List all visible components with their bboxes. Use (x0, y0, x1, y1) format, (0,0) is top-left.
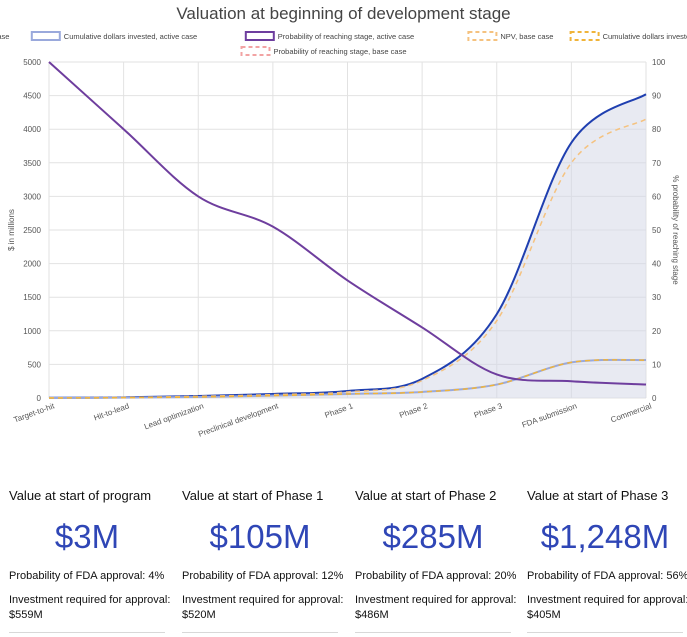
x-tick-label: Target-to-hit (12, 401, 56, 424)
legend-label: Probability of reaching stage, base case (274, 47, 407, 56)
y-tick-label: 5000 (23, 58, 41, 67)
y2-tick-label: 20 (652, 327, 661, 336)
legend-swatch (244, 31, 275, 41)
x-tick-label: Phase 2 (398, 401, 429, 420)
legend-label: Probability of reaching stage, active ca… (278, 32, 414, 41)
x-tick-label: Commercial (610, 401, 653, 424)
y2-tick-label: 70 (652, 159, 661, 168)
x-tick-label: FDA submission (521, 401, 578, 429)
card-title: Value at start of Phase 2 (355, 488, 497, 503)
y2-tick-label: 100 (652, 58, 666, 67)
series-line (48, 359, 647, 399)
legend-item: NPV, base case (467, 31, 553, 41)
legend-label: Cumulative dollars invested, base case (603, 32, 687, 41)
chart-svg: 0500100015002000250030003500400045005000… (0, 31, 687, 439)
card-value: $1,248M (540, 518, 670, 555)
legend-item: Cumulative dollars invested, active case (30, 31, 197, 41)
card-start-of-program: Value at start of program $3M Probabilit… (9, 478, 170, 637)
card-investment-value: $520M (182, 609, 216, 621)
y2-tick-label: 0 (652, 394, 657, 403)
card-start-of-phase-1: Value at start of Phase 1 $105M Probabil… (182, 478, 343, 637)
card-investment-value: $486M (355, 609, 389, 621)
y-tick-label: 3500 (23, 159, 41, 168)
card-title: Value at start of Phase 1 (182, 488, 324, 503)
chart-title: Valuation at beginning of development st… (176, 4, 511, 23)
x-tick-label: Hit-to-lead (93, 401, 131, 422)
x-tick-label: Phase 1 (324, 401, 355, 420)
y2-tick-label: 60 (652, 192, 661, 201)
card-start-of-phase-2: Value at start of Phase 2 $285M Probabil… (355, 478, 516, 637)
y-tick-label: 2500 (23, 226, 41, 235)
card-title: Value at start of program (9, 488, 152, 503)
card-probability: Probability of FDA approval: 20% (355, 570, 517, 582)
y2-tick-label: 80 (652, 125, 661, 134)
card-probability: Probability of FDA approval: 4% (9, 570, 165, 582)
legend-item: Probability of reaching stage, base case (240, 46, 407, 56)
card-divider (9, 632, 165, 633)
legend-swatch (30, 31, 61, 41)
y2-tick-label: 50 (652, 226, 661, 235)
card-value: $3M (54, 518, 120, 555)
card-investment-label: Investment required for approval: (355, 594, 517, 606)
x-tick-label: Lead optimization (143, 401, 205, 431)
card-investment-value: $559M (9, 609, 43, 621)
y-axis-title: $ in millions (7, 209, 16, 251)
legend-item: NPV, active case (0, 32, 9, 41)
y-tick-label: 3000 (23, 192, 41, 201)
legend-swatch (467, 31, 498, 41)
y2-tick-label: 90 (652, 92, 661, 101)
card-investment-label: Investment required for approval: (527, 594, 687, 606)
series-line (48, 61, 647, 386)
x-tick-label: Preclinical development (197, 401, 280, 439)
y2-tick-label: 10 (652, 360, 661, 369)
y-tick-label: 4000 (23, 125, 41, 134)
valuation-chart: Valuation at beginning of development st… (0, 4, 687, 439)
card-divider (182, 632, 338, 633)
legend-label: NPV, base case (500, 32, 553, 41)
series-line (48, 118, 647, 399)
stage-value-cards: Value at start of program $3M Probabilit… (0, 478, 687, 637)
x-tick-label: Phase 3 (473, 401, 504, 420)
card-probability: Probability of FDA approval: 12% (182, 570, 344, 582)
card-divider (527, 632, 683, 633)
card-investment-label: Investment required for approval: (182, 594, 344, 606)
legend-item: Probability of reaching stage, active ca… (244, 31, 414, 41)
legend-label: Cumulative dollars invested, active case (64, 32, 197, 41)
card-title: Value at start of Phase 3 (527, 488, 669, 503)
card-value: $105M (209, 518, 311, 555)
y-tick-label: 2000 (23, 260, 41, 269)
y-tick-label: 1500 (23, 293, 41, 302)
y-tick-label: 500 (28, 360, 42, 369)
legend-label: NPV, active case (0, 32, 9, 41)
y-tick-label: 4500 (23, 92, 41, 101)
y-tick-label: 0 (37, 394, 42, 403)
legend-swatch (569, 31, 600, 41)
card-divider (355, 632, 511, 633)
card-investment-label: Investment required for approval: (9, 594, 171, 606)
card-probability: Probability of FDA approval: 56% (527, 570, 687, 582)
legend-item: Cumulative dollars invested, base case (569, 31, 687, 41)
series-area (49, 94, 646, 399)
card-investment-value: $405M (527, 609, 561, 621)
y2-axis-title: % probability of reaching stage (671, 175, 680, 285)
y-tick-label: 1000 (23, 327, 41, 336)
legend-swatch (240, 46, 271, 56)
card-value: $285M (382, 518, 484, 555)
card-start-of-phase-3: Value at start of Phase 3 $1,248M Probab… (527, 478, 687, 637)
y2-tick-label: 40 (652, 260, 661, 269)
y2-tick-label: 30 (652, 293, 661, 302)
